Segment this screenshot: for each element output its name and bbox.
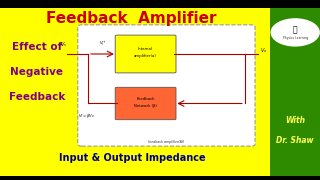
Text: Input & Output Impedance: Input & Output Impedance: [60, 153, 206, 163]
Text: Feedback: Feedback: [9, 92, 65, 102]
Bar: [0, 176, 320, 180]
Text: $V_s$: $V_s$: [60, 40, 68, 50]
Text: Negative: Negative: [10, 67, 63, 77]
Text: feedback amplifier(Af): feedback amplifier(Af): [148, 140, 185, 144]
Text: Feedback: Feedback: [136, 97, 155, 101]
Text: Feedback  Amplifier: Feedback Amplifier: [46, 11, 216, 26]
Circle shape: [271, 19, 319, 46]
Text: $V_o$: $V_o$: [260, 46, 267, 55]
Text: Dr. Shaw: Dr. Shaw: [276, 136, 314, 145]
FancyBboxPatch shape: [115, 35, 176, 73]
Text: Physics Learning: Physics Learning: [283, 36, 308, 40]
Bar: [0, 0, 320, 8]
Bar: [270, 0, 320, 180]
Text: $V_f = \beta V_o$: $V_f = \beta V_o$: [78, 112, 95, 120]
Text: $V_i^+$: $V_i^+$: [99, 39, 106, 48]
Text: Network (β): Network (β): [134, 104, 157, 108]
Text: With: With: [285, 116, 305, 125]
FancyBboxPatch shape: [78, 25, 255, 146]
FancyBboxPatch shape: [115, 87, 176, 120]
Text: Internal: Internal: [138, 48, 153, 51]
Text: Effect of: Effect of: [12, 42, 62, 52]
Text: amplifier(a): amplifier(a): [134, 54, 157, 58]
Text: 🎓: 🎓: [293, 25, 298, 34]
